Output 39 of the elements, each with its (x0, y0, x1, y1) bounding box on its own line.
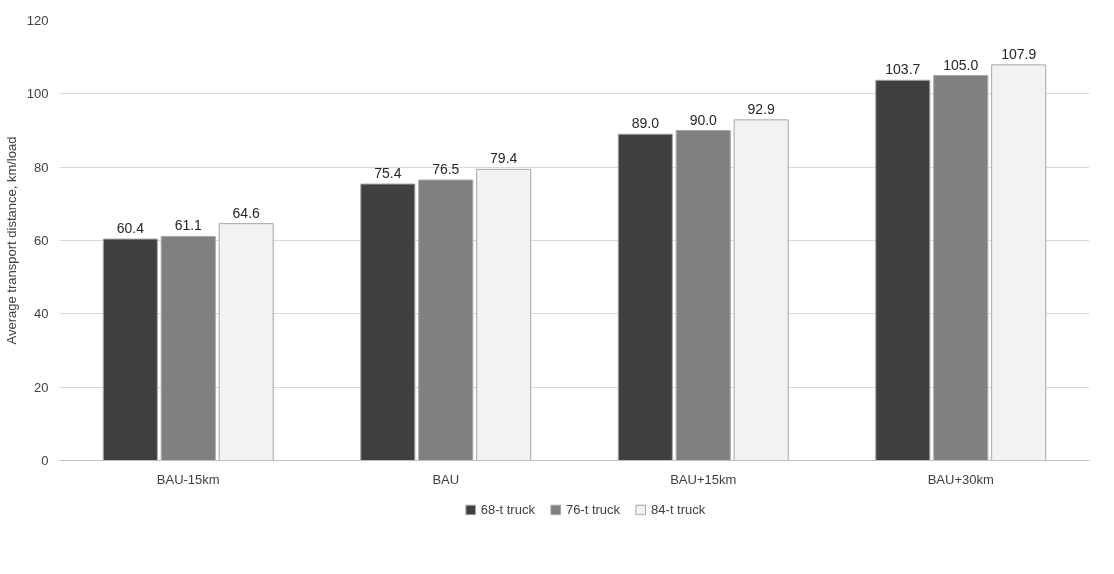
data-label: 89.0 (631, 115, 660, 132)
legend-label: 84-t truck (651, 501, 706, 517)
bar (675, 130, 731, 461)
data-label: 64.6 (232, 204, 261, 221)
y-tick-label: 0 (41, 453, 49, 468)
y-tick-label: 80 (34, 159, 49, 175)
bar (160, 235, 216, 461)
bar (218, 223, 274, 461)
data-label: 107.9 (1001, 45, 1037, 62)
bar (476, 168, 532, 461)
data-label: 79.4 (490, 150, 518, 167)
bar (733, 119, 789, 461)
data-label: 90.0 (689, 111, 718, 128)
x-tick-label: BAU (432, 471, 460, 487)
y-tick-label: 100 (26, 86, 49, 102)
bar (102, 238, 158, 461)
x-tick-label: BAU+15km (670, 471, 737, 487)
bar (360, 183, 416, 461)
x-tick-label: BAU-15km (156, 471, 220, 487)
y-tick-label: 120 (26, 13, 49, 28)
data-label: 75.4 (374, 165, 402, 182)
data-label: 60.4 (116, 220, 145, 237)
bar (617, 133, 673, 461)
y-axis-title: Average transport distance, km/load (3, 136, 19, 345)
y-tick-label: 60 (34, 233, 49, 248)
y-tick-label: 40 (34, 306, 49, 322)
data-label: 61.1 (174, 217, 203, 234)
bar (418, 179, 474, 461)
bar (991, 64, 1047, 461)
bar (933, 75, 989, 461)
data-label: 105.0 (943, 56, 979, 73)
y-tick-label: 20 (34, 379, 49, 395)
data-label: 92.9 (747, 100, 776, 117)
data-label: 76.5 (432, 161, 460, 177)
legend-label: 76-t truck (565, 501, 621, 517)
legend-label: 68-t truck (480, 501, 535, 517)
bar (875, 79, 931, 461)
data-label: 103.7 (885, 61, 921, 78)
x-tick-label: BAU+30km (927, 471, 994, 487)
